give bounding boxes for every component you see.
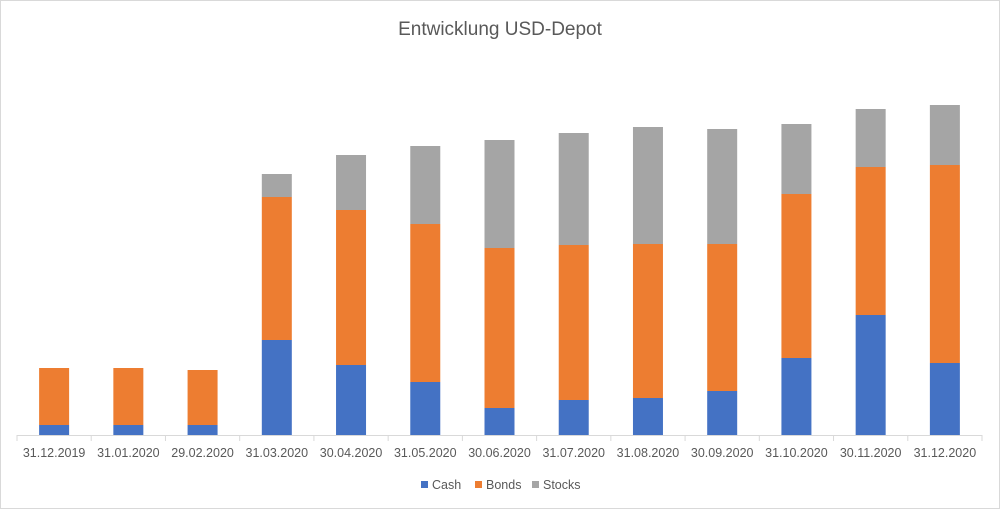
- x-tick-label: 31.03.2020: [246, 446, 309, 460]
- x-tick-label: 31.12.2019: [23, 446, 86, 460]
- bar-cash: [39, 425, 70, 435]
- legend-label-stocks: Stocks: [543, 478, 581, 492]
- bar-cash: [707, 391, 738, 435]
- x-tick-label: 30.06.2020: [468, 446, 531, 460]
- bar-cash: [855, 315, 886, 435]
- x-tick-label: 31.07.2020: [542, 446, 605, 460]
- legend-swatch-cash: [421, 481, 428, 488]
- bar-bonds: [781, 194, 812, 358]
- x-tick-label: 31.08.2020: [617, 446, 680, 460]
- bar-stocks: [632, 127, 663, 244]
- legend-label-cash: Cash: [432, 478, 461, 492]
- x-tick-label: 31.05.2020: [394, 446, 457, 460]
- x-tick-label: 30.04.2020: [320, 446, 383, 460]
- bar-bonds: [558, 245, 589, 400]
- bar-bonds: [187, 370, 218, 425]
- bar-stocks: [410, 146, 441, 224]
- x-tick-label: 31.12.2020: [914, 446, 977, 460]
- bar-stocks: [707, 129, 738, 244]
- bar-stocks: [484, 140, 515, 248]
- bar-stocks: [336, 155, 367, 210]
- x-tick-label: 31.10.2020: [765, 446, 828, 460]
- bar-stocks: [855, 109, 886, 167]
- bar-bonds: [707, 244, 738, 391]
- legend-swatch-bonds: [475, 481, 482, 488]
- chart-title: Entwicklung USD-Depot: [398, 19, 603, 40]
- bar-stocks: [929, 105, 960, 165]
- x-tick-label: 30.09.2020: [691, 446, 754, 460]
- bar-stocks: [558, 133, 589, 245]
- bar-cash: [781, 358, 812, 435]
- bar-bonds: [929, 165, 960, 363]
- bar-cash: [187, 425, 218, 435]
- bar-bonds: [484, 248, 515, 408]
- bar-bonds: [632, 244, 663, 398]
- bar-cash: [632, 398, 663, 435]
- bar-cash: [410, 382, 441, 435]
- bar-cash: [336, 365, 367, 435]
- legend-swatch-stocks: [532, 481, 539, 488]
- legend-label-bonds: Bonds: [486, 478, 521, 492]
- bar-cash: [558, 400, 589, 435]
- x-tick-label: 30.11.2020: [840, 446, 902, 460]
- bar-bonds: [410, 224, 441, 382]
- bar-bonds: [113, 368, 144, 425]
- bar-bonds: [855, 167, 886, 315]
- bar-stocks: [261, 174, 292, 197]
- bar-bonds: [336, 210, 367, 365]
- bar-cash: [929, 363, 960, 435]
- bar-stocks: [781, 124, 812, 194]
- bar-bonds: [261, 197, 292, 340]
- bar-bonds: [39, 368, 70, 425]
- x-tick-label: 29.02.2020: [171, 446, 234, 460]
- bar-cash: [484, 408, 515, 435]
- bar-cash: [113, 425, 144, 435]
- bar-cash: [261, 340, 292, 435]
- x-tick-label: 31.01.2020: [97, 446, 160, 460]
